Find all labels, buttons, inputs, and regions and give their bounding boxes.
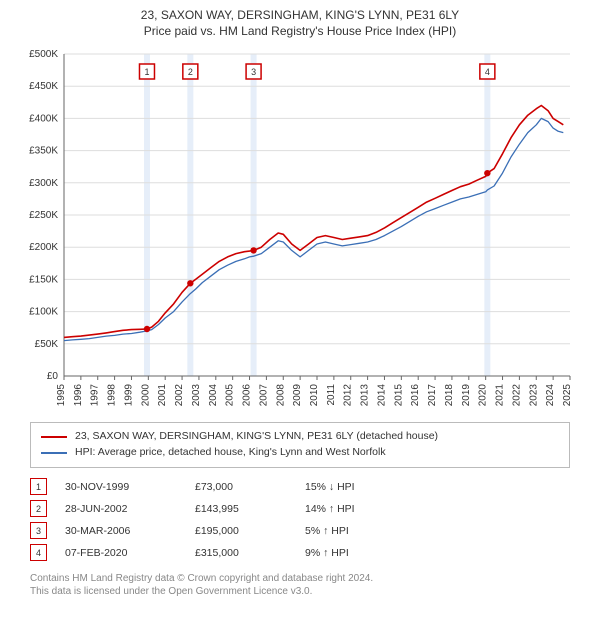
svg-text:2020: 2020 [478,384,489,407]
sale-pct-vs-hpi: 5% ↑ HPI [305,525,425,537]
legend-swatch [41,436,67,438]
svg-text:2010: 2010 [309,384,320,407]
footer-line2: This data is licensed under the Open Gov… [30,585,570,599]
svg-text:2002: 2002 [174,384,185,407]
sale-price: £195,000 [195,525,305,537]
title-subtitle: Price paid vs. HM Land Registry's House … [10,24,590,38]
svg-text:3: 3 [251,67,256,77]
svg-text:1999: 1999 [123,384,134,407]
footer-attribution: Contains HM Land Registry data © Crown c… [30,572,570,599]
svg-text:1: 1 [144,67,149,77]
table-row: 2 28-JUN-2002£143,99514% ↑ HPI [30,498,570,520]
svg-text:1998: 1998 [107,384,118,407]
page-root: 23, SAXON WAY, DERSINGHAM, KING'S LYNN, … [0,0,600,599]
svg-text:2012: 2012 [343,384,354,407]
svg-text:1995: 1995 [56,384,67,407]
svg-text:1997: 1997 [90,384,101,407]
title-block: 23, SAXON WAY, DERSINGHAM, KING'S LYNN, … [0,0,600,42]
svg-text:2005: 2005 [225,384,236,407]
title-address: 23, SAXON WAY, DERSINGHAM, KING'S LYNN, … [10,8,590,22]
svg-text:2000: 2000 [140,384,151,407]
table-row: 1 30-NOV-1999£73,00015% ↓ HPI [30,476,570,498]
legend-label: HPI: Average price, detached house, King… [75,445,386,461]
sale-marker: 2 [30,500,47,517]
svg-text:£500K: £500K [29,49,58,60]
svg-text:1996: 1996 [73,384,84,407]
legend-item: 23, SAXON WAY, DERSINGHAM, KING'S LYNN, … [41,429,559,445]
svg-text:2015: 2015 [393,384,404,407]
svg-text:£100K: £100K [29,307,58,318]
sale-marker: 4 [30,544,47,561]
svg-text:2006: 2006 [242,384,253,407]
svg-text:2001: 2001 [157,384,168,407]
sale-date: 30-NOV-1999 [65,481,195,493]
svg-text:2004: 2004 [208,384,219,407]
chart-area: £0 £50K £100K £150K £200K £250K £300K £350K £400… [20,46,580,416]
sale-marker: 1 [30,478,47,495]
svg-text:2018: 2018 [444,384,455,407]
sale-date: 28-JUN-2002 [65,503,195,515]
table-row: 3 30-MAR-2006£195,0005% ↑ HPI [30,520,570,542]
svg-text:2022: 2022 [511,384,522,407]
legend-item: HPI: Average price, detached house, King… [41,445,559,461]
legend-label: 23, SAXON WAY, DERSINGHAM, KING'S LYNN, … [75,429,438,445]
svg-text:2011: 2011 [326,384,337,406]
sales-table: 1 30-NOV-1999£73,00015% ↓ HPI 2 28-JUN-2002… [30,476,570,564]
svg-text:£150K: £150K [29,274,58,285]
svg-text:2009: 2009 [292,384,303,407]
price-chart: £0 £50K £100K £150K £200K £250K £300K £350K £400… [20,46,580,416]
svg-text:2017: 2017 [427,384,438,407]
svg-text:2024: 2024 [545,384,556,407]
svg-text:£250K: £250K [29,210,58,221]
svg-text:£200K: £200K [29,242,58,253]
svg-text:2021: 2021 [495,384,506,407]
svg-text:£0: £0 [47,371,59,382]
svg-text:2003: 2003 [191,384,202,407]
svg-text:2013: 2013 [360,384,371,407]
svg-text:2008: 2008 [275,384,286,407]
sale-date: 07-FEB-2020 [65,547,195,559]
svg-text:2014: 2014 [376,384,387,407]
svg-text:2019: 2019 [461,384,472,407]
svg-text:2025: 2025 [562,384,573,407]
sale-price: £143,995 [195,503,305,515]
svg-text:2007: 2007 [258,384,269,407]
svg-text:2: 2 [188,67,193,77]
sale-marker: 3 [30,522,47,539]
svg-text:4: 4 [485,67,490,77]
svg-text:£50K: £50K [35,339,59,350]
sale-pct-vs-hpi: 14% ↑ HPI [305,503,425,515]
sale-price: £315,000 [195,547,305,559]
sale-pct-vs-hpi: 15% ↓ HPI [305,481,425,493]
sale-pct-vs-hpi: 9% ↑ HPI [305,547,425,559]
svg-text:£450K: £450K [29,81,58,92]
footer-line1: Contains HM Land Registry data © Crown c… [30,572,570,586]
table-row: 4 07-FEB-2020£315,0009% ↑ HPI [30,542,570,564]
svg-text:2023: 2023 [528,384,539,407]
svg-text:2016: 2016 [410,384,421,407]
sale-price: £73,000 [195,481,305,493]
svg-text:£400K: £400K [29,113,58,124]
svg-text:£350K: £350K [29,146,58,157]
svg-text:£300K: £300K [29,178,58,189]
legend: 23, SAXON WAY, DERSINGHAM, KING'S LYNN, … [30,422,570,468]
legend-swatch [41,452,67,454]
sale-date: 30-MAR-2006 [65,525,195,537]
